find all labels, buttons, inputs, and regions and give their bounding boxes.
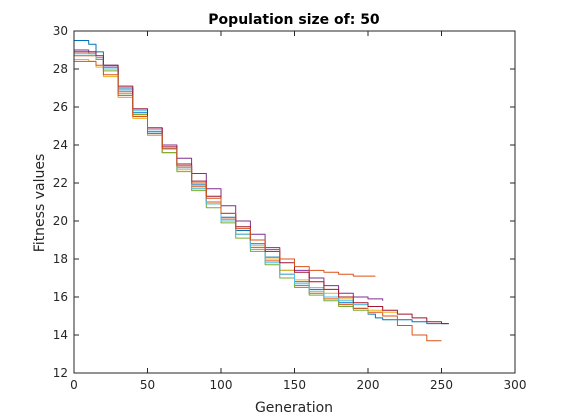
series-line-8 — [74, 60, 376, 277]
x-tick-label: 200 — [357, 378, 380, 392]
plot-background — [74, 31, 515, 373]
x-axis-label: Generation — [255, 400, 333, 416]
x-tick-label: 300 — [504, 378, 527, 392]
y-tick-label: 30 — [53, 24, 68, 38]
x-tick-label: 50 — [140, 378, 155, 392]
series-layer — [74, 40, 449, 342]
x-tick-label: 100 — [210, 378, 233, 392]
y-tick-label: 20 — [53, 214, 68, 228]
y-tick-label: 18 — [53, 252, 68, 266]
series-line-5 — [74, 51, 369, 315]
y-tick-label: 26 — [53, 100, 68, 114]
x-tick-label: 150 — [283, 378, 306, 392]
x-tick-label: 0 — [70, 378, 78, 392]
y-tick-label: 28 — [53, 62, 68, 76]
y-tick-label: 22 — [53, 176, 68, 190]
plot-area — [74, 31, 515, 373]
y-tick-label: 14 — [53, 328, 68, 342]
y-axis-label: Fitness values — [32, 154, 48, 252]
x-tick-label: 250 — [430, 378, 453, 392]
ticks-layer: 0 50 100 150 200 250 300 12 14 16 18 20 22 24 26 28 30 — [53, 24, 527, 392]
y-tick-label: 16 — [53, 290, 68, 304]
y-tick-label: 12 — [53, 366, 68, 380]
chart-title: Population size of: 50 — [208, 12, 380, 28]
y-tick-label: 24 — [53, 138, 68, 152]
